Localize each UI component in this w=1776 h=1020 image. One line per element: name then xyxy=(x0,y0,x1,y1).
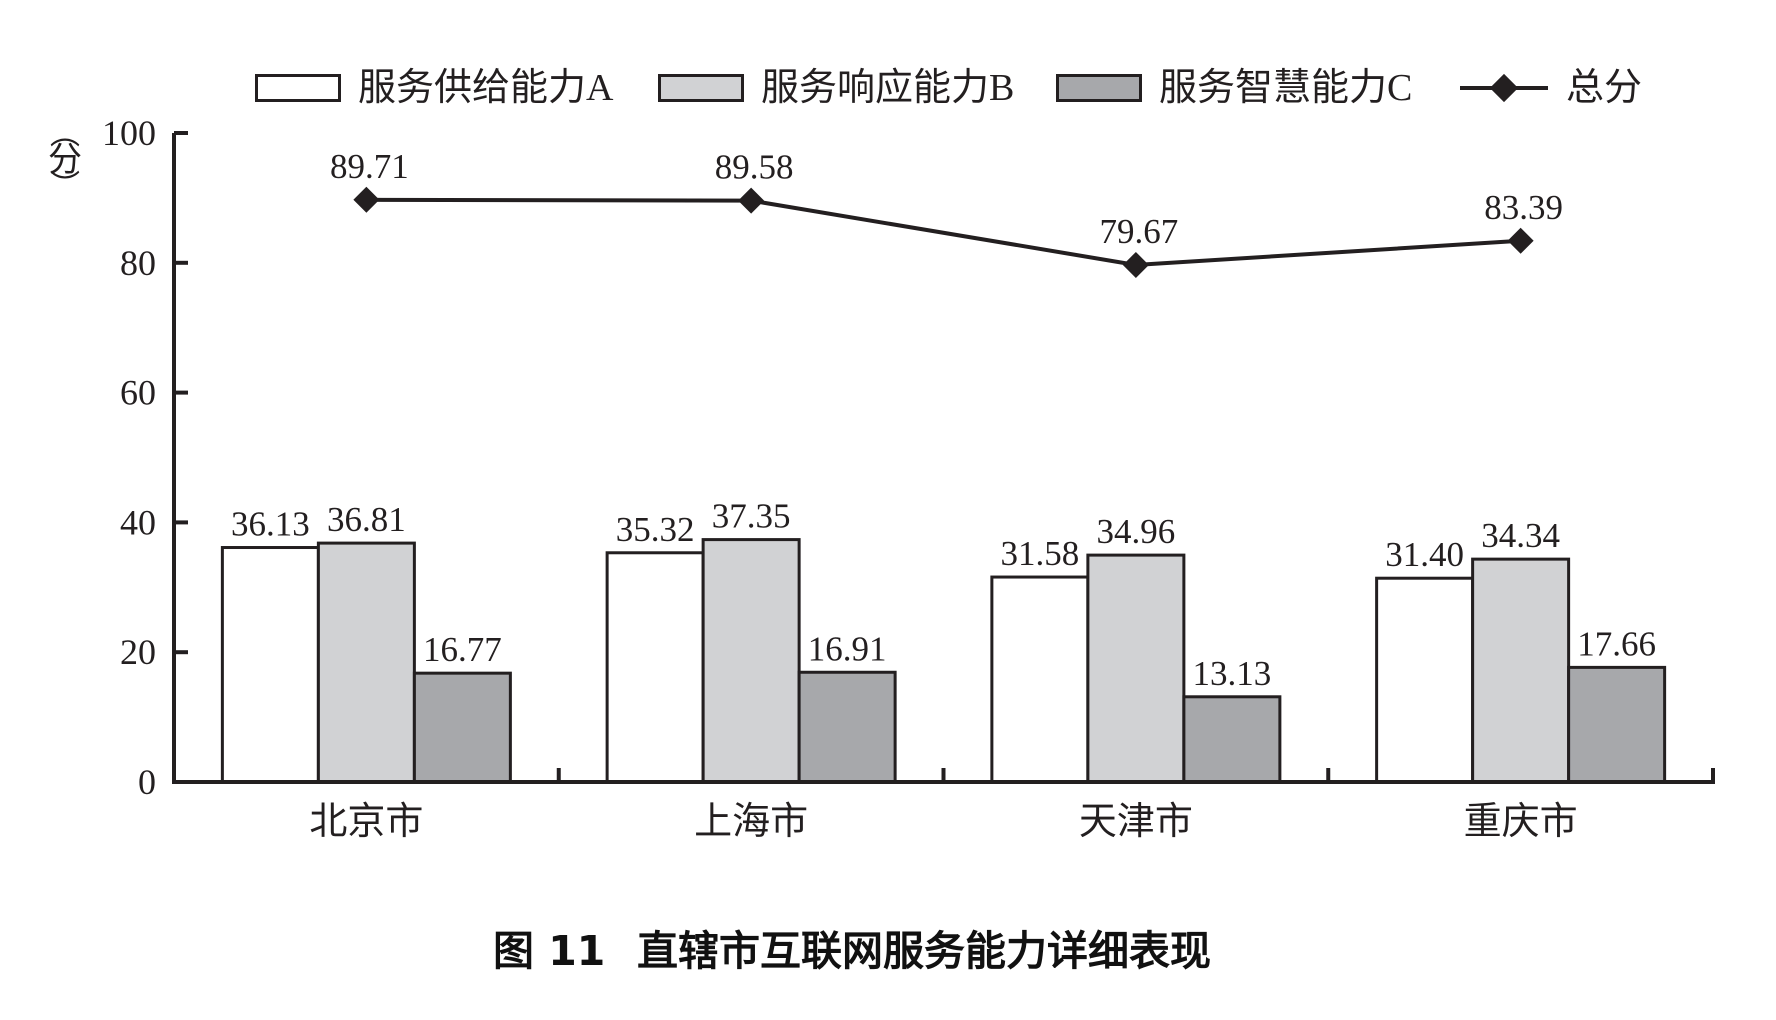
bar-b xyxy=(316,541,416,784)
total-value-label: 83.39 xyxy=(1484,188,1563,227)
bar-value-label-b: 34.96 xyxy=(1097,512,1176,551)
unit-close-paren: ︶ xyxy=(50,170,80,203)
bar-value-label-b: 37.35 xyxy=(712,497,791,536)
bar-c xyxy=(1567,665,1667,784)
total-line-series xyxy=(353,186,1534,278)
y-tick-label: 0 xyxy=(138,762,156,802)
x-category-label: 上海市 xyxy=(694,799,808,843)
bar-value-label-c: 17.66 xyxy=(1577,624,1656,663)
diamond-marker-icon xyxy=(353,186,380,213)
bar-b xyxy=(701,538,801,784)
y-tick-label: 60 xyxy=(120,373,156,413)
legend-item-a: 服务供给能力A xyxy=(255,66,613,110)
y-tick-label: 100 xyxy=(102,113,156,153)
caption-title: 直辖市互联网服务能力详细表现 xyxy=(637,927,1211,975)
total-line xyxy=(366,197,1521,267)
bar-a xyxy=(1375,576,1475,784)
legend-swatch-a xyxy=(255,74,341,102)
diamond-marker-icon xyxy=(1122,251,1149,278)
bar-a xyxy=(605,551,705,784)
y-tick-label: 20 xyxy=(120,632,156,672)
bar-value-label-c: 16.77 xyxy=(423,630,502,669)
legend-label-c: 服务智慧能力C xyxy=(1159,67,1413,109)
total-value-label: 89.58 xyxy=(715,148,794,187)
bar-a xyxy=(990,575,1090,784)
y-axis-unit-label: ︵ 分 ︶ xyxy=(44,116,86,206)
y-tick-label: 80 xyxy=(120,243,156,283)
total-value-label: 89.71 xyxy=(330,147,409,186)
bar-value-label-c: 13.13 xyxy=(1193,654,1272,693)
bar-value-label-b: 34.34 xyxy=(1481,516,1560,555)
bar-value-label-a: 31.40 xyxy=(1385,535,1464,574)
legend-item-total: 总分 xyxy=(1460,66,1642,110)
unit-open-paren: ︵ xyxy=(50,118,80,151)
axes xyxy=(172,131,1715,784)
value-labels: 36.13 36.81 16.77 89.71 35.32 37.35 16.91 89.58… xyxy=(231,147,1656,693)
bar-b xyxy=(1086,553,1186,784)
x-category-label: 北京市 xyxy=(309,799,423,843)
bar-value-label-a: 35.32 xyxy=(616,510,695,549)
caption-figure-number: 图 11 xyxy=(493,927,606,975)
x-category-label: 天津市 xyxy=(1079,799,1193,843)
y-axis-ticks: 0 20 40 60 80 100 xyxy=(102,113,156,802)
unit-text: 分 xyxy=(48,142,82,179)
bar-value-label-c: 16.91 xyxy=(808,629,887,668)
legend-item-c: 服务智慧能力C xyxy=(1056,66,1412,110)
legend-swatch-c xyxy=(1056,74,1142,102)
bar-a xyxy=(220,546,320,784)
bar-value-label-b: 36.81 xyxy=(327,500,406,539)
bar-value-label-a: 36.13 xyxy=(231,505,310,544)
diamond-marker-icon xyxy=(1507,227,1534,254)
legend-swatch-b xyxy=(658,74,744,102)
bars-group xyxy=(220,538,1667,784)
bar-value-label-a: 31.58 xyxy=(1001,534,1080,573)
diamond-marker-icon xyxy=(738,187,765,214)
legend-item-b: 服务响应能力B xyxy=(658,66,1014,110)
y-tick-label: 40 xyxy=(120,502,156,542)
legend-label-total: 总分 xyxy=(1566,67,1643,109)
bar-c xyxy=(1182,695,1282,784)
chart-legend: 服务供给能力A 服务响应能力B 服务智慧能力C 总分 xyxy=(0,66,1776,110)
total-value-label: 79.67 xyxy=(1100,212,1179,251)
x-axis-category-labels: 北京市 上海市 天津市 重庆市 xyxy=(309,799,1577,843)
legend-label-b: 服务响应能力B xyxy=(761,67,1015,109)
legend-label-a: 服务供给能力A xyxy=(358,67,614,109)
bar-c xyxy=(797,670,897,784)
x-category-label: 重庆市 xyxy=(1464,799,1578,843)
bar-b xyxy=(1471,557,1571,784)
bar-c xyxy=(412,671,512,784)
diamond-line-icon xyxy=(1460,73,1548,103)
